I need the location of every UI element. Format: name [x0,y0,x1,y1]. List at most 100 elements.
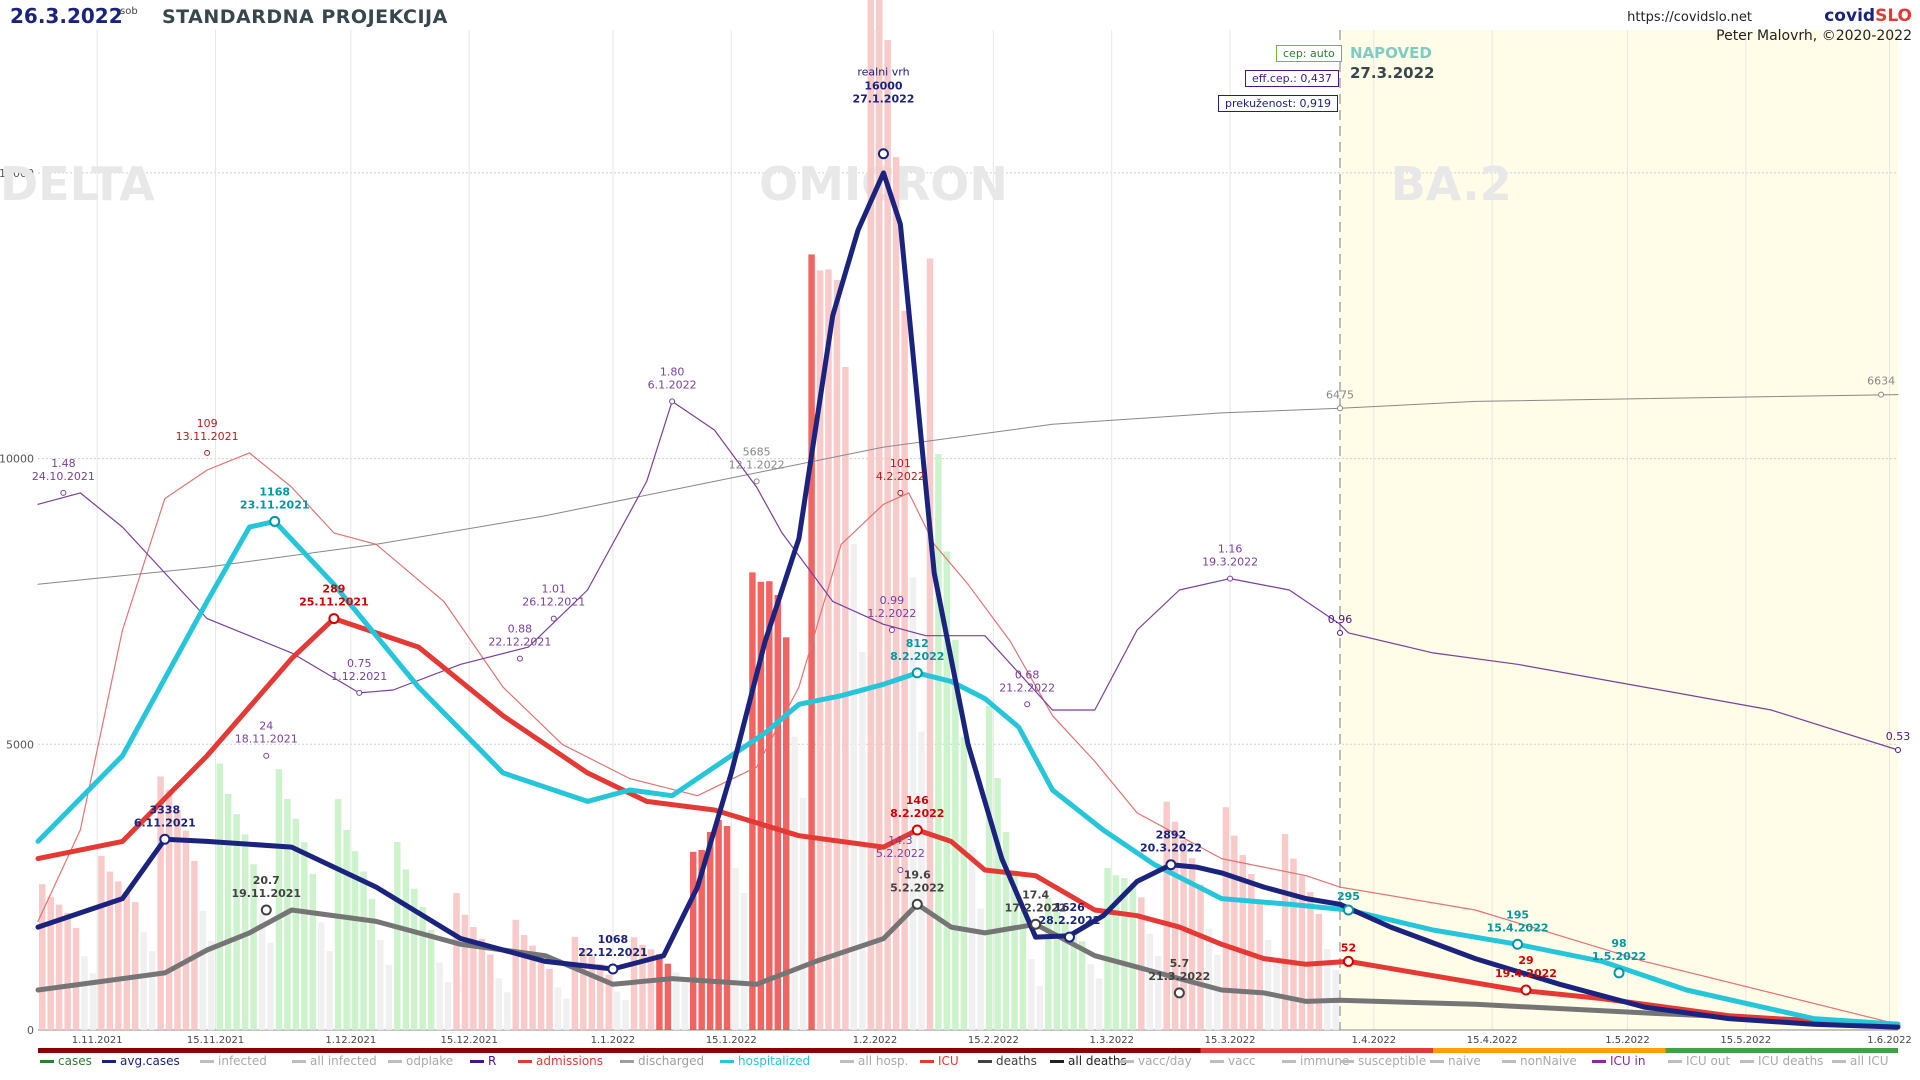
daily-cases-bar [943,551,951,1030]
legend-item[interactable]: odplake [388,1054,453,1068]
daily-cases-bar [1214,954,1221,1030]
legend-swatch [102,1059,116,1063]
daily-cases-bar [368,898,376,1030]
annotation-value: 52 [1341,941,1356,954]
timeline-strip [1665,1048,1898,1053]
legend-item[interactable]: hospitalized [720,1054,810,1068]
annotation-date: 28.2.2022 [1038,914,1100,927]
daily-cases-bar [419,907,426,1030]
legend-item[interactable]: R [470,1054,496,1068]
annotation-date: 15.4.2022 [1487,921,1549,934]
daily-cases-bar [690,851,697,1030]
annotation-marker [897,867,904,873]
daily-cases-bar [588,956,595,1030]
annotation-date: 20.3.2022 [1140,842,1202,855]
annotation-marker [669,398,676,405]
annotation-marker [888,627,895,633]
x-tick-label: 1.6.2022 [1867,1035,1912,1046]
legend-item[interactable]: vacc [1210,1054,1256,1068]
daily-cases-bar [909,577,917,1030]
daily-cases-bar [799,797,807,1030]
legend-item[interactable]: admissions [518,1054,603,1068]
legend-label: avg.cases [120,1054,180,1068]
daily-cases-bar [774,595,781,1030]
legend-item[interactable]: all deaths [1050,1054,1127,1068]
legend-swatch [720,1059,734,1063]
legend-label: nonNaive [1520,1054,1577,1068]
daily-cases-bar [478,938,486,1030]
daily-cases-bar [520,934,528,1030]
legend-item[interactable]: discharged [620,1054,704,1068]
y-tick-label: 5000 [6,738,34,751]
legend-item[interactable]: infected [200,1054,267,1068]
legend-swatch [1340,1059,1354,1063]
cep-box: cep: auto [1276,45,1342,62]
daily-cases-bar [55,904,63,1030]
daily-cases-bar [487,954,494,1030]
annotation-marker [1337,629,1343,636]
legend-item[interactable]: all ICU [1832,1054,1889,1068]
annotation-date: 1.2.2022 [867,607,916,620]
legend-item[interactable]: naive [1430,1054,1481,1068]
annotation-marker [1512,938,1524,950]
annotation-value: 14.3 [888,834,913,847]
annotation-marker [1227,575,1234,582]
daily-cases-bar [706,832,714,1030]
daily-cases-bar [1163,801,1170,1030]
legend-item[interactable]: ICU deaths [1740,1054,1823,1068]
daily-cases-bar [1062,921,1069,1030]
legend-swatch [292,1059,306,1063]
annotation-date: 21.2.2022 [999,681,1055,694]
report-date: 26.3.2022 [10,4,123,28]
legend-item[interactable]: avg.cases [102,1054,180,1068]
daily-cases-bar [453,893,460,1030]
annotation-value: 20.7 [253,874,280,887]
daily-cases-bar [318,922,325,1030]
legend-item[interactable]: all infected [292,1054,377,1068]
x-tick-label: 15.11.2021 [187,1035,244,1046]
legend-item[interactable]: ICU [920,1054,959,1068]
legend-item[interactable]: ICU in [1592,1054,1645,1068]
annotation-value: 6475 [1326,388,1354,401]
x-tick-label: 15.12.2021 [441,1035,498,1046]
daily-cases-bar [1070,931,1077,1030]
variant-watermark: DELTA [0,157,155,211]
daily-cases-bar [639,944,646,1030]
page-title: STANDARDNA PROJEKCIJA [162,6,448,28]
daily-cases-bar [681,978,688,1030]
legend-swatch [1430,1059,1444,1063]
legend-item[interactable]: susceptible [1340,1054,1426,1068]
legend-item[interactable]: ICU out [1668,1054,1730,1068]
series-line-immune [37,394,1899,585]
author-credit: Peter Malovrh, ©2020-2022 [1716,28,1912,44]
daily-cases-bar [385,964,393,1030]
daily-cases-bar [1324,949,1331,1030]
annotation-date: 24.10.2021 [32,470,95,483]
site-url[interactable]: https://covidslo.net [1627,10,1752,25]
daily-cases-bar [1205,928,1213,1030]
daily-cases-bar [1129,883,1137,1030]
daily-cases-bar [740,892,748,1030]
annotation-value: 0.68 [1015,668,1040,681]
daily-cases-bar [1188,858,1196,1030]
daily-cases-bar [1028,959,1035,1030]
legend-item[interactable]: immune [1282,1054,1349,1068]
daily-cases-bar [918,731,925,1030]
annotation-value: 19.6 [904,868,931,881]
annotation-marker [328,613,340,625]
daily-cases-bar [98,855,105,1030]
series-line-avgcases [35,170,1901,1030]
annotation-value: 0.88 [508,623,533,636]
annotation-marker [911,898,923,910]
daily-cases-bar [1053,912,1060,1030]
legend-item[interactable]: deaths [978,1054,1037,1068]
legend-item[interactable]: nonNaive [1502,1054,1577,1068]
legend-label: susceptible [1358,1054,1427,1068]
daily-cases-bar [1112,875,1120,1030]
legend-item[interactable]: cases [40,1054,92,1068]
legend-item[interactable]: all hosp. [840,1054,908,1068]
annotation-date: 6.1.2022 [648,378,697,391]
annotation-marker [550,615,557,622]
daily-cases-bar [597,963,604,1030]
legend-item[interactable]: vacc/day [1120,1054,1192,1068]
